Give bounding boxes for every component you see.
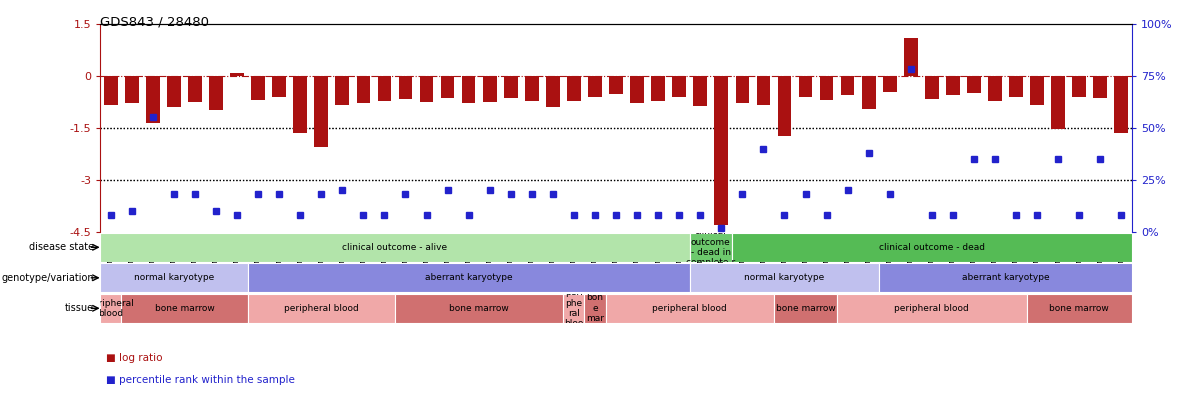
Bar xyxy=(104,76,118,105)
Bar xyxy=(356,76,370,103)
Text: clinical
outcome
- dead in
complete r: clinical outcome - dead in complete r xyxy=(686,227,736,267)
Text: tissue: tissue xyxy=(65,303,94,313)
Bar xyxy=(736,76,749,103)
Text: peripheral blood: peripheral blood xyxy=(284,304,358,313)
Bar xyxy=(837,294,1027,323)
Text: peri
phe
ral
bloo: peri phe ral bloo xyxy=(565,288,584,328)
Bar xyxy=(841,76,855,95)
Text: bon
e
mar: bon e mar xyxy=(586,293,604,323)
Bar xyxy=(441,76,454,98)
Text: ■ percentile rank within the sample: ■ percentile rank within the sample xyxy=(106,375,295,385)
Bar xyxy=(100,233,690,262)
Bar xyxy=(757,76,770,105)
Bar xyxy=(883,76,896,92)
Bar xyxy=(230,73,244,76)
Text: genotype/variation: genotype/variation xyxy=(1,273,94,283)
Bar xyxy=(988,76,1002,101)
Bar xyxy=(588,76,601,97)
Bar xyxy=(100,294,121,323)
Bar xyxy=(336,76,349,105)
Bar xyxy=(690,233,732,262)
Bar xyxy=(819,76,834,100)
Bar xyxy=(248,294,395,323)
Bar xyxy=(377,76,391,101)
Bar xyxy=(121,294,248,323)
Bar xyxy=(651,76,665,101)
Text: normal karyotype: normal karyotype xyxy=(133,273,215,282)
Bar xyxy=(862,76,876,109)
Text: peripheral blood: peripheral blood xyxy=(652,304,727,313)
Bar xyxy=(315,76,328,147)
Text: GDS843 / 28480: GDS843 / 28480 xyxy=(100,16,209,29)
Bar xyxy=(567,76,581,101)
Text: bone marrow: bone marrow xyxy=(154,304,215,313)
Text: bone marrow: bone marrow xyxy=(1049,304,1109,313)
Bar xyxy=(209,76,223,110)
Bar xyxy=(631,76,644,103)
Bar xyxy=(1073,76,1086,97)
Bar xyxy=(773,294,837,323)
Bar xyxy=(100,263,248,292)
Text: aberrant karyotype: aberrant karyotype xyxy=(962,273,1049,282)
Bar xyxy=(294,76,307,133)
Bar xyxy=(606,294,773,323)
Text: clinical outcome - alive: clinical outcome - alive xyxy=(342,243,448,252)
Bar xyxy=(926,76,938,99)
Bar xyxy=(967,76,981,93)
Bar xyxy=(395,294,564,323)
Bar xyxy=(420,76,434,102)
Bar xyxy=(610,76,623,94)
Bar xyxy=(1030,76,1043,105)
Bar xyxy=(399,76,413,99)
Bar xyxy=(248,263,690,292)
Bar xyxy=(904,38,917,76)
Bar xyxy=(189,76,202,102)
Text: ■ log ratio: ■ log ratio xyxy=(106,353,163,364)
Bar xyxy=(125,76,139,103)
Text: bone marrow: bone marrow xyxy=(449,304,509,313)
Bar xyxy=(546,76,560,107)
Bar xyxy=(167,76,180,107)
Bar xyxy=(585,294,606,323)
Text: disease state: disease state xyxy=(29,242,94,252)
Bar xyxy=(1093,76,1107,98)
Text: peripheral blood: peripheral blood xyxy=(895,304,969,313)
Bar xyxy=(503,76,518,98)
Bar xyxy=(146,76,159,122)
Bar xyxy=(672,76,686,97)
Text: aberrant karyotype: aberrant karyotype xyxy=(424,273,513,282)
Bar xyxy=(690,263,880,292)
Bar xyxy=(272,76,286,97)
Text: bone marrow: bone marrow xyxy=(776,304,836,313)
Bar xyxy=(693,76,707,106)
Bar xyxy=(732,233,1132,262)
Text: peripheral
blood: peripheral blood xyxy=(87,299,134,318)
Text: normal karyotype: normal karyotype xyxy=(744,273,824,282)
Bar xyxy=(1052,76,1065,129)
Bar xyxy=(778,76,791,136)
Bar xyxy=(1114,76,1128,133)
Text: clinical outcome - dead: clinical outcome - dead xyxy=(878,243,984,252)
Bar xyxy=(946,76,960,95)
Bar xyxy=(1009,76,1023,97)
Bar xyxy=(462,76,475,103)
Bar xyxy=(714,76,729,225)
Bar xyxy=(251,76,265,100)
Bar xyxy=(525,76,539,101)
Bar xyxy=(564,294,585,323)
Bar xyxy=(483,76,496,102)
Bar xyxy=(1027,294,1132,323)
Bar xyxy=(798,76,812,97)
Bar xyxy=(880,263,1132,292)
